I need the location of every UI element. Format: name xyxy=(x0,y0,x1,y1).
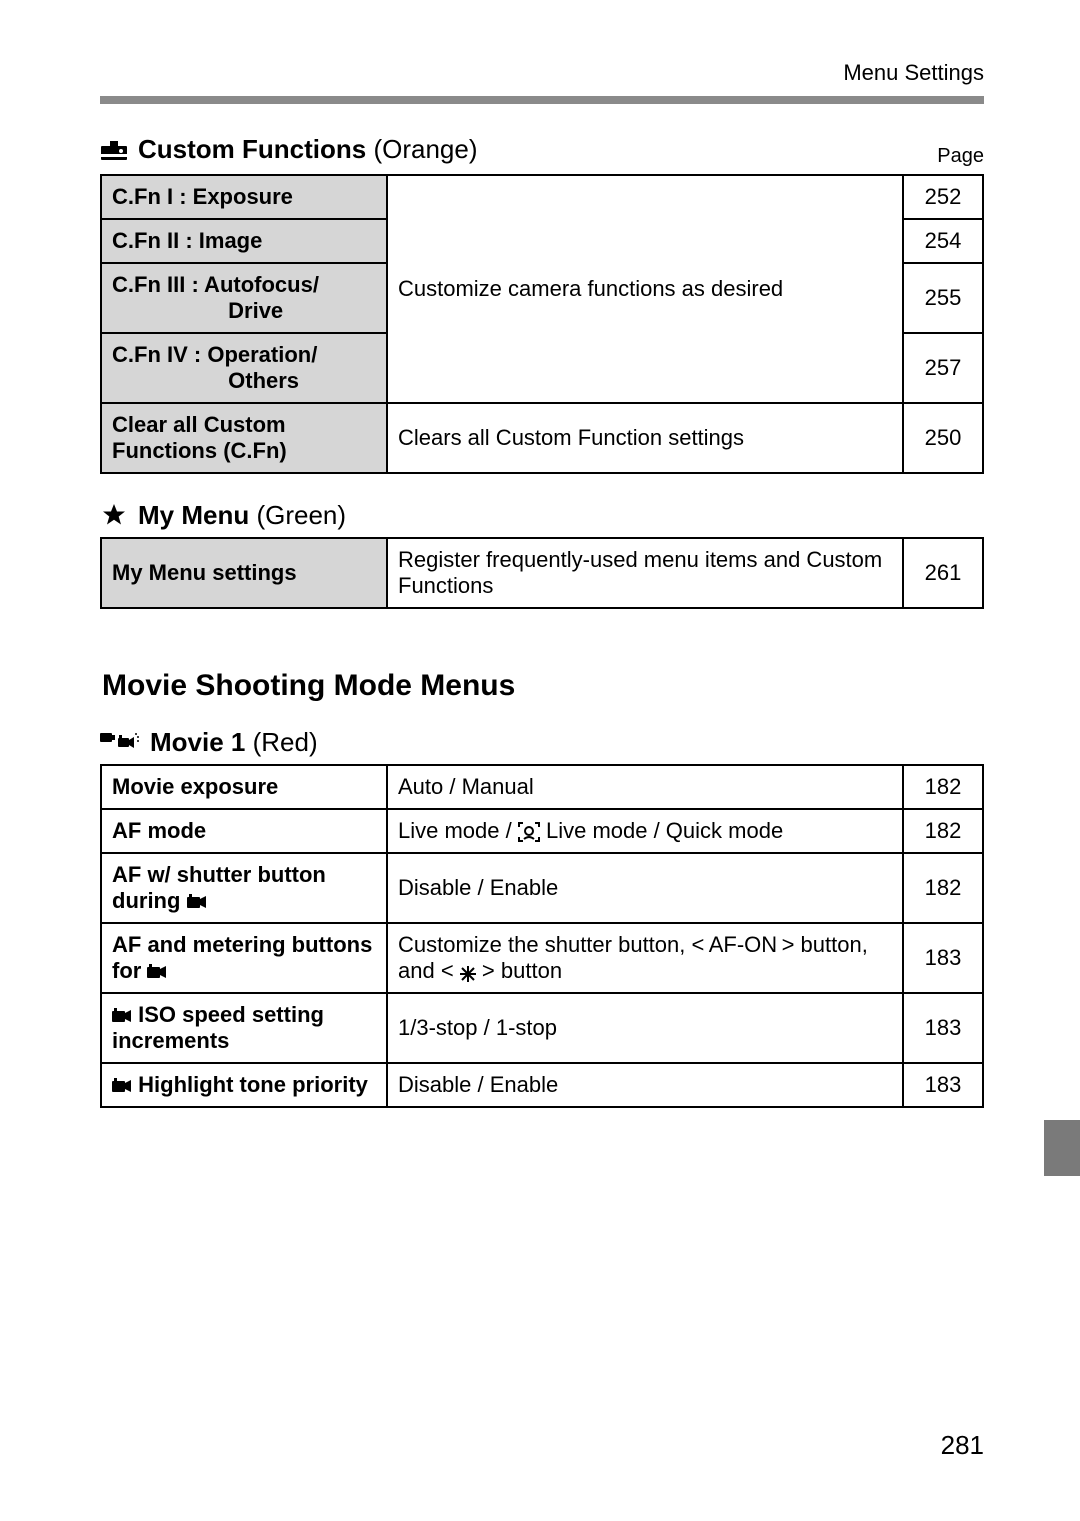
table-row: C.Fn I : Exposure Customize camera funct… xyxy=(101,175,983,219)
menu-label: AF mode xyxy=(101,809,387,853)
menu-label: AF and metering buttons for xyxy=(101,923,387,993)
menu-page: 252 xyxy=(903,175,983,219)
menu-desc: Customize the shutter button, < AF-ON > … xyxy=(387,923,903,993)
menu-label: Highlight tone priority xyxy=(101,1063,387,1107)
table-row: Highlight tone priority Disable / Enable… xyxy=(101,1063,983,1107)
table-row: AF w/ shutter button during Disable / En… xyxy=(101,853,983,923)
table-row: ISO speed setting increments 1/3-stop / … xyxy=(101,993,983,1063)
page-number: 281 xyxy=(941,1430,984,1461)
menu-label: C.Fn IV : Operation/ Others xyxy=(101,333,387,403)
menu-label: Movie exposure xyxy=(101,765,387,809)
menu-desc: Live mode / Live mode / Quick mode xyxy=(387,809,903,853)
menu-label: C.Fn I : Exposure xyxy=(101,175,387,219)
movie-section-heading: Movie Shooting Mode Menus xyxy=(102,669,984,703)
menu-page: 255 xyxy=(903,263,983,333)
movie-tab-icon xyxy=(100,730,140,754)
menu-desc: Disable / Enable xyxy=(387,853,903,923)
section-head-movie-1: Movie 1 (Red) xyxy=(100,727,984,758)
thumb-index-tab xyxy=(1044,1120,1080,1176)
section-title: Custom Functions (Orange) xyxy=(138,134,477,165)
menu-page: 183 xyxy=(903,923,983,993)
menu-label: Clear all Custom Functions (C.Fn) xyxy=(101,403,387,473)
table-row: AF and metering buttons for Customize th… xyxy=(101,923,983,993)
custom-functions-table: C.Fn I : Exposure Customize camera funct… xyxy=(100,174,984,474)
menu-page: 257 xyxy=(903,333,983,403)
header-rule xyxy=(100,96,984,104)
menu-label: C.Fn III : Autofocus/ Drive xyxy=(101,263,387,333)
table-row: My Menu settings Register frequently-use… xyxy=(101,538,983,608)
menu-desc: 1/3-stop / 1-stop xyxy=(387,993,903,1063)
menu-desc: Customize camera functions as desired xyxy=(387,175,903,403)
menu-page: 183 xyxy=(903,993,983,1063)
face-detect-icon xyxy=(518,822,540,842)
menu-page: 182 xyxy=(903,809,983,853)
camera-body-icon xyxy=(100,138,128,162)
movie-icon xyxy=(112,1078,132,1094)
menu-label: My Menu settings xyxy=(101,538,387,608)
menu-label: AF w/ shutter button during xyxy=(101,853,387,923)
menu-desc: Auto / Manual xyxy=(387,765,903,809)
menu-desc: Register frequently-used menu items and … xyxy=(387,538,903,608)
ae-lock-icon xyxy=(460,966,476,982)
my-menu-table: My Menu settings Register frequently-use… xyxy=(100,537,984,609)
menu-page: 261 xyxy=(903,538,983,608)
star-icon xyxy=(100,503,128,527)
menu-page: 182 xyxy=(903,853,983,923)
movie-1-table: Movie exposure Auto / Manual 182 AF mode… xyxy=(100,764,984,1108)
page-column-label: Page xyxy=(937,145,984,168)
menu-page: 250 xyxy=(903,403,983,473)
menu-page: 183 xyxy=(903,1063,983,1107)
movie-icon xyxy=(187,894,207,910)
section-head-my-menu: My Menu (Green) xyxy=(100,500,984,531)
menu-label: ISO speed setting increments xyxy=(101,993,387,1063)
menu-desc: Clears all Custom Function settings xyxy=(387,403,903,473)
section-head-custom-functions: Custom Functions (Orange) Page xyxy=(100,134,984,168)
menu-page: 254 xyxy=(903,219,983,263)
section-title: My Menu (Green) xyxy=(138,500,346,531)
menu-page: 182 xyxy=(903,765,983,809)
section-title: Movie 1 (Red) xyxy=(150,727,318,758)
table-row: Movie exposure Auto / Manual 182 xyxy=(101,765,983,809)
menu-desc: Disable / Enable xyxy=(387,1063,903,1107)
running-head: Menu Settings xyxy=(100,60,984,86)
movie-icon xyxy=(147,964,167,980)
table-row: Clear all Custom Functions (C.Fn) Clears… xyxy=(101,403,983,473)
table-row: AF mode Live mode / Live mode / Quick mo… xyxy=(101,809,983,853)
menu-label: C.Fn II : Image xyxy=(101,219,387,263)
movie-icon xyxy=(112,1008,132,1024)
